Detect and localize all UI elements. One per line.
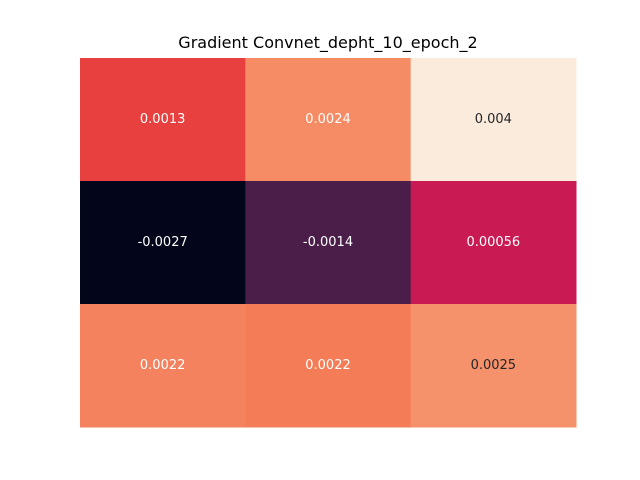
heatmap-cell-r0-c0 — [80, 58, 246, 182]
cell-value-label-r0-c0: 0.0013 — [140, 112, 186, 127]
heatmap-cell-r2-c2 — [410, 304, 577, 428]
cell-value-label-r1-c1: -0.0014 — [303, 235, 353, 250]
chart-title: Gradient Convnet_depht_10_epoch_2 — [178, 33, 478, 52]
heatmap-cell-r2-c1 — [245, 304, 412, 428]
heatmap-cell-r0-c1 — [245, 58, 412, 182]
cell-value-label-r0-c1: 0.0024 — [305, 112, 351, 127]
cell-value-label-r1-c2: 0.00056 — [466, 235, 520, 250]
cell-value-label-r2-c0: 0.0022 — [140, 358, 186, 373]
heatmap-cell-r0-c2 — [410, 58, 577, 182]
cell-value-label-r2-c2: 0.0025 — [471, 358, 517, 373]
heatmap-cell-r2-c0 — [80, 304, 246, 428]
cell-value-label-r1-c0: -0.0027 — [138, 235, 188, 250]
heatmap-cell-r1-c1 — [245, 181, 412, 305]
heatmap-cell-r1-c0 — [80, 181, 246, 305]
cell-value-label-r0-c2: 0.004 — [475, 112, 512, 127]
heatmap-cell-r1-c2 — [410, 181, 577, 305]
cell-value-label-r2-c1: 0.0022 — [305, 358, 351, 373]
